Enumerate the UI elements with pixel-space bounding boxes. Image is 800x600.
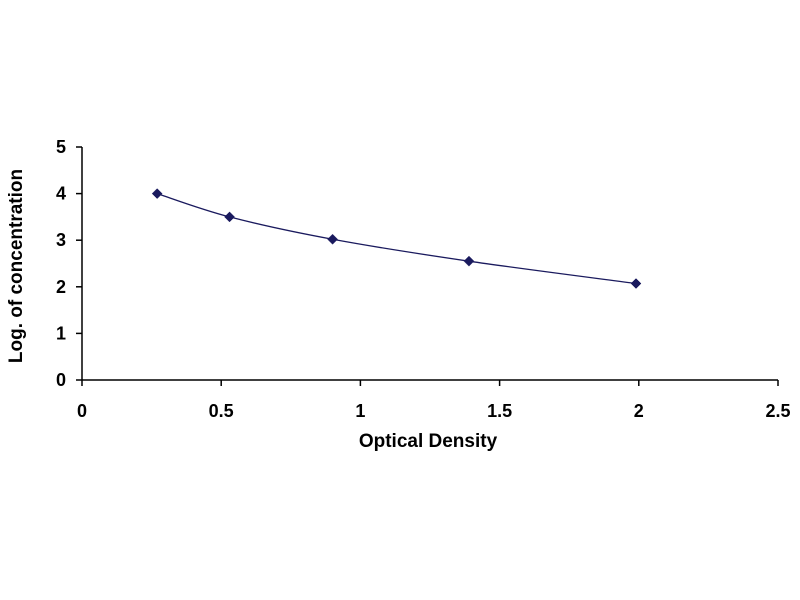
x-tick-label: 0.5 [209,401,234,421]
x-tick-label: 2 [634,401,644,421]
y-tick-label: 2 [56,277,66,297]
data-point-diamond [327,233,338,245]
x-tick-label: 2.5 [765,401,790,421]
y-tick-label: 0 [56,370,66,390]
y-tick-label: 4 [56,184,66,204]
x-tick-label: 0 [77,401,87,421]
plot-area: 0 1 2 3 4 5 0 0.5 1 1.5 2 2.5 [56,137,791,421]
x-tick-label: 1 [355,401,365,421]
y-ticks: 0 1 2 3 4 5 [56,137,82,390]
data-point-diamond [151,188,163,199]
data-point-diamond [630,278,642,289]
x-axis-title: Optical Density [359,431,498,452]
data-points [151,188,642,289]
data-point-diamond [224,211,235,223]
data-point-diamond [463,255,475,267]
x-tick-label: 1.5 [487,401,512,421]
y-tick-label: 3 [56,230,66,250]
y-tick-label: 1 [56,323,66,343]
y-tick-label: 5 [56,137,66,157]
x-ticks: 0 0.5 1 1.5 2 2.5 [77,380,791,421]
y-axis-title: Log. of concentration [6,169,27,363]
trend-curve [156,192,637,285]
